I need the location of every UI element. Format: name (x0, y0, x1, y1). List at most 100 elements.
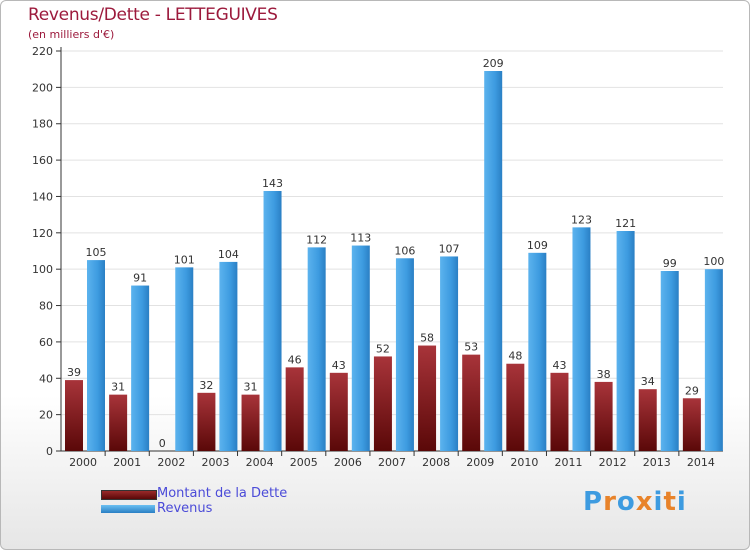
legend-swatch-dette (101, 490, 157, 500)
x-tick-label: 2003 (201, 456, 229, 469)
y-tick-label: 140 (32, 190, 53, 203)
chart-title: Revenus/Dette - LETTEGUIVES (28, 5, 278, 25)
logo-letter: i (653, 487, 664, 517)
y-tick-label: 80 (39, 300, 53, 313)
bar-revenus (219, 261, 238, 451)
bar-revenus (528, 252, 547, 451)
data-label: 101 (174, 253, 195, 266)
data-label: 107 (439, 242, 460, 255)
x-tick-label: 2012 (599, 456, 627, 469)
y-tick-label: 0 (46, 445, 53, 458)
legend-swatch-revenus (101, 505, 155, 513)
data-label: 105 (86, 246, 107, 259)
bar-revenus (263, 191, 282, 451)
y-tick-label: 160 (32, 154, 53, 167)
bar-revenus (395, 258, 414, 451)
x-tick-label: 2014 (687, 456, 715, 469)
bar-revenus (351, 245, 370, 451)
data-label: 34 (641, 375, 655, 388)
data-label: 113 (350, 232, 371, 245)
legend-label-revenus: Revenus (157, 501, 213, 516)
logo-letter: t (663, 487, 677, 517)
bar-revenus (87, 260, 105, 451)
data-label: 52 (376, 342, 390, 355)
data-label: 104 (218, 248, 239, 261)
y-tick-label: 120 (32, 227, 53, 240)
bar-dette (241, 394, 260, 451)
x-tick-label: 2013 (643, 456, 671, 469)
bar-dette (373, 356, 392, 451)
y-tick-label: 180 (32, 118, 53, 131)
logo-letter: P (583, 487, 604, 517)
y-tick-label: 220 (32, 45, 53, 58)
x-tick-label: 2005 (290, 456, 318, 469)
data-label: 43 (332, 359, 346, 372)
bar-dette (65, 380, 83, 451)
bar-dette (329, 372, 348, 451)
proxiti-logo: Proxiti (583, 487, 687, 517)
bar-dette (462, 354, 481, 451)
bar-revenus (440, 256, 459, 451)
logo-letter: i (676, 487, 687, 517)
data-label: 46 (288, 353, 302, 366)
y-tick-label: 100 (32, 263, 53, 276)
bar-dette (109, 394, 128, 451)
bar-revenus (616, 231, 635, 451)
data-label: 39 (67, 366, 81, 379)
chart-subtitle: (en milliers d'€) (28, 28, 115, 41)
bar-dette (285, 367, 304, 451)
data-label: 123 (571, 213, 592, 226)
x-tick-label: 2010 (510, 456, 538, 469)
y-tick-label: 40 (39, 372, 53, 385)
data-label: 31 (244, 381, 258, 394)
x-tick-label: 2004 (246, 456, 274, 469)
data-label: 100 (703, 255, 724, 268)
bar-dette (197, 392, 216, 451)
data-label: 43 (552, 359, 566, 372)
data-label: 121 (615, 217, 636, 230)
bar-dette (638, 389, 657, 451)
bar-revenus (307, 247, 326, 451)
bar-revenus (704, 269, 723, 451)
bar-dette (594, 381, 613, 451)
logo-letter: o (616, 487, 636, 517)
bar-dette (418, 345, 437, 451)
logo-letter: r (603, 487, 617, 517)
x-tick-label: 2007 (378, 456, 406, 469)
data-label: 0 (159, 437, 166, 450)
x-tick-label: 2002 (157, 456, 185, 469)
data-label: 53 (464, 341, 478, 354)
data-label: 91 (133, 272, 147, 285)
data-label: 31 (111, 381, 125, 394)
bar-revenus (572, 227, 591, 451)
data-label: 109 (527, 239, 548, 252)
data-label: 209 (483, 57, 504, 70)
data-label: 32 (199, 379, 213, 392)
data-label: 38 (597, 368, 611, 381)
x-tick-label: 2008 (422, 456, 450, 469)
bar-dette (682, 398, 701, 451)
x-tick-label: 2011 (555, 456, 583, 469)
y-tick-label: 20 (39, 409, 53, 422)
bar-revenus (175, 267, 194, 451)
x-tick-label: 2000 (69, 456, 97, 469)
data-label: 29 (685, 384, 699, 397)
y-tick-label: 60 (39, 336, 53, 349)
data-label: 99 (663, 257, 677, 270)
data-label: 112 (306, 233, 327, 246)
bar-revenus (484, 71, 503, 451)
x-tick-label: 2001 (113, 456, 141, 469)
x-tick-label: 2006 (334, 456, 362, 469)
data-label: 58 (420, 332, 434, 345)
logo-letter: x (635, 487, 654, 517)
bar-dette (506, 363, 525, 451)
x-tick-label: 2009 (466, 456, 494, 469)
bar-revenus (660, 271, 679, 451)
bar-revenus (131, 285, 150, 451)
data-label: 48 (508, 350, 522, 363)
data-label: 106 (394, 244, 415, 257)
bar-dette (550, 372, 569, 451)
legend-label-dette: Montant de la Dette (157, 486, 288, 501)
